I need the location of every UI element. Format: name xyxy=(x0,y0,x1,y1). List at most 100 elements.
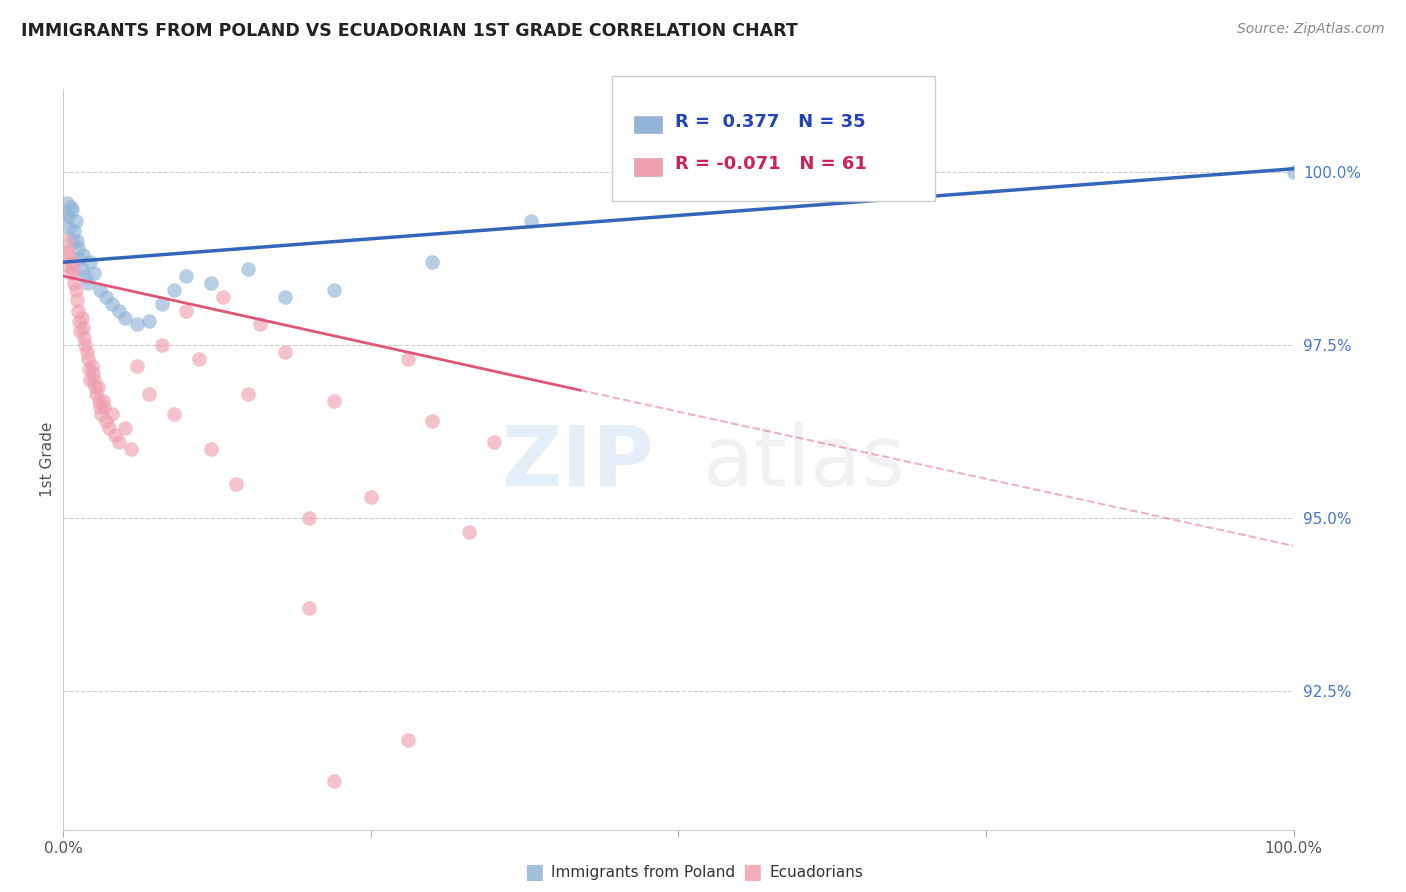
Point xyxy=(150,338,173,352)
Point xyxy=(138,314,160,328)
Point xyxy=(127,359,148,373)
Text: atlas: atlas xyxy=(703,422,904,503)
Point xyxy=(63,224,86,238)
Point xyxy=(150,296,173,310)
Point xyxy=(66,293,89,308)
Point xyxy=(187,352,209,367)
Text: Source: ZipAtlas.com: Source: ZipAtlas.com xyxy=(1237,22,1385,37)
Point xyxy=(65,283,87,297)
Point xyxy=(66,235,89,249)
Point xyxy=(360,491,382,505)
Point xyxy=(72,321,94,335)
Point xyxy=(200,442,222,456)
Point xyxy=(298,511,321,525)
Point xyxy=(76,276,98,290)
Point xyxy=(200,276,222,290)
Point xyxy=(101,296,124,310)
Point xyxy=(84,380,107,394)
Point xyxy=(58,259,80,273)
Y-axis label: 1st Grade: 1st Grade xyxy=(39,422,55,497)
Point xyxy=(56,244,79,259)
Text: ZIP: ZIP xyxy=(502,422,654,503)
Point xyxy=(72,248,94,262)
Point xyxy=(96,414,118,428)
Point xyxy=(89,401,111,415)
Point xyxy=(138,386,160,401)
Point xyxy=(73,331,96,345)
Point xyxy=(67,303,90,318)
Text: Immigrants from Poland: Immigrants from Poland xyxy=(551,865,735,880)
Point xyxy=(422,255,444,269)
Point xyxy=(174,268,197,283)
Point xyxy=(70,310,93,325)
Point xyxy=(163,408,186,422)
Point xyxy=(91,393,114,408)
Point xyxy=(323,283,346,297)
Point xyxy=(59,266,82,280)
Text: IMMIGRANTS FROM POLAND VS ECUADORIAN 1ST GRADE CORRELATION CHART: IMMIGRANTS FROM POLAND VS ECUADORIAN 1ST… xyxy=(21,22,797,40)
Point xyxy=(90,408,112,422)
Point xyxy=(79,255,101,269)
Point xyxy=(77,362,100,376)
Point xyxy=(60,203,83,218)
Point xyxy=(104,428,127,442)
Point xyxy=(107,303,129,318)
Point xyxy=(298,601,321,615)
Point xyxy=(236,386,259,401)
Point xyxy=(62,235,84,249)
Point xyxy=(60,255,83,269)
Point xyxy=(97,421,120,435)
Point xyxy=(65,213,87,227)
Point xyxy=(67,314,90,328)
Point xyxy=(89,283,111,297)
Point xyxy=(458,524,481,539)
Point xyxy=(482,435,505,450)
Point xyxy=(56,211,79,225)
Point xyxy=(79,373,101,387)
Point xyxy=(422,414,444,428)
Point xyxy=(225,476,247,491)
Point xyxy=(101,408,124,422)
Point xyxy=(63,276,86,290)
Point xyxy=(82,366,104,380)
Point xyxy=(80,359,103,373)
Point xyxy=(396,732,419,747)
Point xyxy=(114,310,136,325)
Text: ■: ■ xyxy=(524,863,544,882)
Point xyxy=(59,200,82,214)
Point xyxy=(55,207,77,221)
Point xyxy=(87,393,110,408)
Point xyxy=(323,774,346,789)
Point xyxy=(249,318,271,332)
Point xyxy=(56,248,79,262)
Point xyxy=(62,262,84,277)
Point xyxy=(83,373,105,387)
Point xyxy=(56,196,79,211)
Point xyxy=(323,393,346,408)
Text: Ecuadorians: Ecuadorians xyxy=(769,865,863,880)
Point xyxy=(76,352,98,367)
Text: R = -0.071   N = 61: R = -0.071 N = 61 xyxy=(675,155,866,173)
Point xyxy=(396,352,419,367)
Point xyxy=(86,380,108,394)
Text: R =  0.377   N = 35: R = 0.377 N = 35 xyxy=(675,113,866,131)
Point xyxy=(69,324,91,338)
Point xyxy=(163,283,186,297)
Point xyxy=(96,290,118,304)
Point xyxy=(70,262,93,277)
Point xyxy=(75,268,97,283)
Point xyxy=(1282,165,1305,179)
Point xyxy=(75,338,97,352)
Point xyxy=(86,386,108,401)
Point xyxy=(76,345,98,359)
Point xyxy=(212,290,235,304)
Point xyxy=(93,401,115,415)
Point xyxy=(127,318,148,332)
Point xyxy=(520,213,543,227)
Point xyxy=(174,303,197,318)
Point xyxy=(58,220,80,235)
Point xyxy=(83,266,105,280)
Text: ■: ■ xyxy=(742,863,762,882)
Point xyxy=(273,290,295,304)
Point xyxy=(114,421,136,435)
